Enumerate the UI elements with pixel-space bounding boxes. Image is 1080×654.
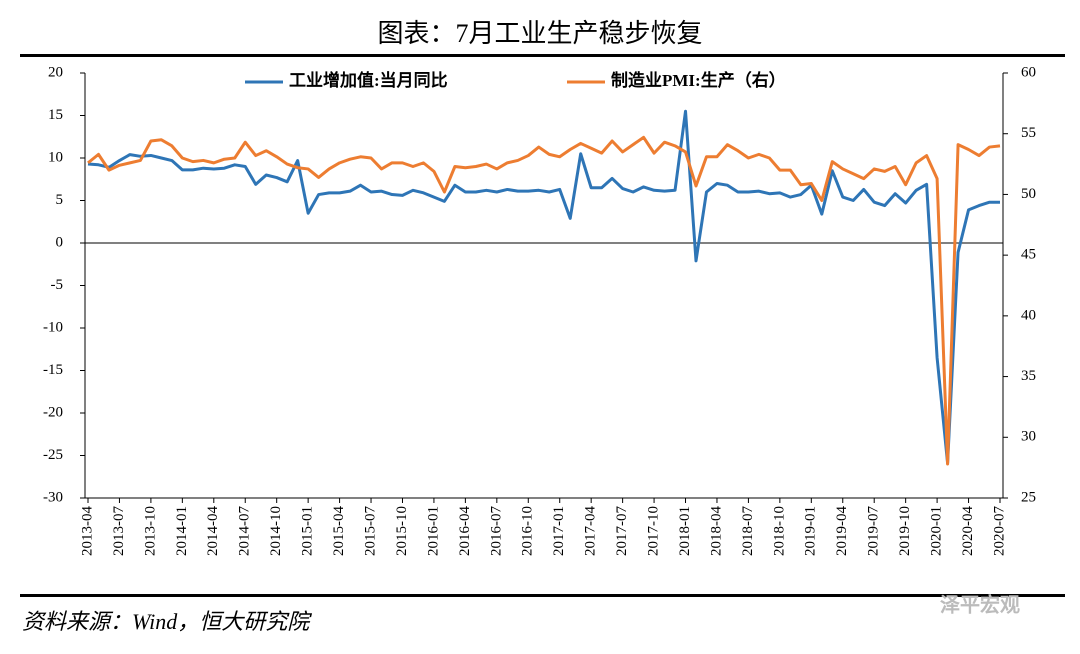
legend-label: 工业增加值:当月同比 (289, 70, 448, 90)
y-tick-label: -25 (43, 447, 63, 463)
chart-title: 图表：7月工业生产稳步恢复 (377, 19, 702, 48)
y2-tick-label: 30 (1021, 429, 1036, 445)
source: 资料来源：Wind，恒大研究院 (22, 609, 312, 634)
x-tick-label: 2015-04 (331, 506, 347, 556)
y-tick-label: 0 (56, 234, 64, 250)
y2-tick-label: 25 (1021, 489, 1036, 505)
x-tick-label: 2019-04 (834, 506, 850, 556)
y-tick-label: -15 (43, 362, 63, 378)
x-tick-label: 2013-04 (79, 506, 95, 556)
x-tick-label: 2020-01 (929, 506, 945, 556)
y2-tick-label: 40 (1021, 307, 1036, 323)
y-tick-label: 10 (48, 149, 63, 165)
top-rule (20, 54, 1065, 57)
bottom-rule (20, 594, 1065, 597)
y-tick-label: -10 (43, 319, 63, 335)
x-tick-label: 2019-10 (897, 506, 913, 556)
x-tick-label: 2014-04 (205, 506, 221, 556)
x-tick-label: 2016-01 (425, 506, 441, 556)
y-tick-label: -30 (43, 489, 63, 505)
x-tick-label: 2015-01 (300, 506, 316, 556)
x-tick-label: 2018-04 (708, 506, 724, 556)
x-tick-label: 2017-10 (646, 506, 662, 556)
watermark: 泽平宏观 (940, 593, 1020, 617)
series-line (87, 135, 1001, 466)
x-tick-label: 2015-07 (362, 506, 378, 556)
y2-tick-label: 55 (1021, 125, 1036, 141)
x-tick-label: 2018-10 (771, 506, 787, 556)
x-tick-label: 2016-07 (488, 506, 504, 556)
y2-tick-label: 50 (1021, 186, 1036, 202)
y2-tick-label: 60 (1021, 64, 1036, 80)
x-tick-label: 2014-10 (268, 506, 284, 556)
y-tick-label: -20 (43, 404, 63, 420)
x-tick-label: 2017-01 (551, 506, 567, 556)
x-tick-label: 2014-07 (237, 506, 253, 556)
x-tick-label: 2017-04 (583, 506, 599, 556)
series-line (87, 109, 1000, 465)
x-tick-label: 2018-01 (677, 506, 693, 556)
y-tick-label: 5 (56, 192, 64, 208)
x-tick-label: 2020-04 (960, 506, 976, 556)
y-tick-label: -5 (51, 277, 64, 293)
legend-label: 制造业PMI:生产（右） (611, 70, 786, 90)
x-tick-label: 2017-07 (614, 506, 630, 556)
x-tick-label: 2015-10 (394, 506, 410, 556)
x-tick-label: 2018-07 (740, 506, 756, 556)
x-tick-label: 2014-01 (174, 506, 190, 556)
y-tick-label: 15 (48, 107, 63, 123)
y-tick-label: 20 (48, 64, 63, 80)
x-tick-label: 2013-10 (142, 506, 158, 556)
x-tick-label: 2016-10 (520, 506, 536, 556)
x-tick-label: 2013-07 (111, 506, 127, 556)
y2-tick-label: 45 (1021, 247, 1036, 263)
y2-tick-label: 35 (1021, 368, 1036, 384)
x-tick-label: 2019-07 (866, 506, 882, 556)
x-tick-label: 2016-04 (457, 506, 473, 556)
x-tick-label: 2019-01 (803, 506, 819, 556)
x-tick-label: 2020-07 (991, 506, 1007, 556)
